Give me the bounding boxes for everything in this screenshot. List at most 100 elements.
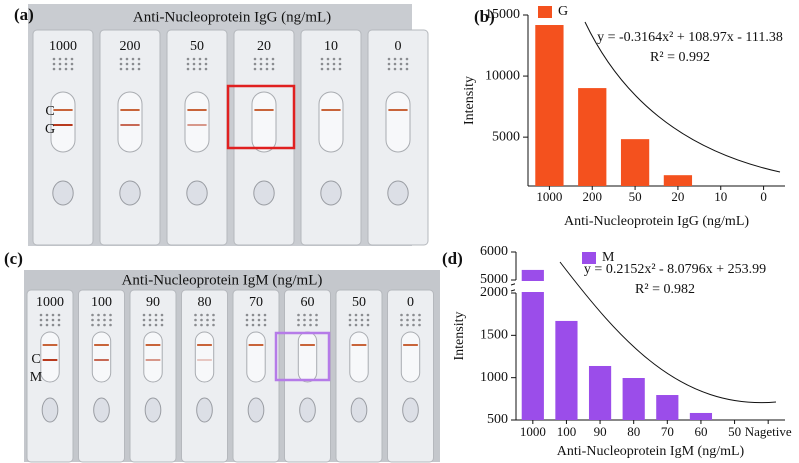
strip-dot [354, 313, 358, 317]
strip-dot [309, 318, 312, 322]
result-window [40, 331, 60, 383]
strip-dot [58, 57, 62, 61]
strip-dot [142, 323, 146, 327]
strip-dot [137, 57, 141, 61]
sample-well [350, 397, 368, 423]
bar [588, 365, 612, 420]
result-window [385, 91, 411, 153]
strip-dot [198, 67, 202, 71]
concentration-label: 10 [324, 39, 338, 54]
result-window [251, 91, 277, 153]
strip-dot [332, 57, 336, 61]
strip-dot [405, 62, 409, 66]
strip-dot [70, 62, 74, 66]
y-tick-label: 5000 [492, 129, 520, 144]
strip-dot [406, 313, 409, 317]
strip-dot [271, 62, 275, 66]
strip-dot [387, 62, 391, 66]
result-window [297, 331, 318, 383]
strip-dot [387, 57, 391, 61]
highlight-box [226, 84, 296, 150]
result-window [117, 91, 143, 153]
equation: y = 0.2152x² - 8.0796x + 253.99 [584, 262, 766, 277]
highlight-box [274, 331, 331, 382]
strip-dot [348, 318, 352, 322]
line-label: G [45, 122, 55, 137]
strip-dot [70, 67, 74, 71]
strip-dot [315, 318, 318, 322]
x-tick-label: 50 [728, 424, 741, 439]
sample-well [52, 180, 74, 206]
strip-dot [257, 313, 261, 317]
sample-well [93, 397, 110, 423]
strip-dot [212, 323, 215, 327]
equation: R² = 0.992 [650, 50, 710, 65]
strip-dot [148, 318, 152, 322]
strip-dot [204, 62, 208, 66]
strip-dot [418, 313, 421, 317]
strip-dot [64, 67, 68, 71]
strip-dot [91, 318, 94, 322]
strip-dot [400, 313, 403, 317]
concentration-label: 200 [120, 39, 141, 54]
strip-dot [119, 62, 123, 66]
bar [663, 175, 693, 186]
strip-dot [251, 323, 255, 327]
strip-dot [200, 318, 203, 322]
strip-dot [309, 323, 312, 327]
concentration-label: 50 [190, 39, 204, 54]
line-label: C [45, 104, 54, 119]
line-label: C [31, 352, 40, 367]
photo-title: Anti-Nucleoprotein IgG (ng/mL) [133, 9, 331, 25]
strip-dot [160, 323, 164, 327]
strip-dot [360, 318, 364, 322]
strip-dot [393, 67, 397, 71]
x-tick-label: 70 [661, 424, 674, 439]
panel-label: (d) [442, 249, 463, 268]
bar [535, 25, 564, 186]
strip-dot [265, 67, 269, 71]
result-window [349, 331, 369, 383]
strip-dot [303, 318, 306, 322]
fit-curve [559, 261, 777, 404]
strip-dot [320, 57, 324, 61]
strip-dot [186, 67, 190, 71]
strip-dot [251, 313, 255, 317]
strip-dot [338, 57, 342, 61]
strip-dot [366, 313, 370, 317]
strip-dot [131, 62, 135, 66]
legend-label: G [558, 4, 568, 19]
x-tick-label: 50 [629, 189, 642, 204]
strip-dot [354, 318, 358, 322]
x-tick-label: 20 [671, 189, 684, 204]
bar [620, 139, 650, 186]
strip-dot [194, 323, 197, 327]
strip-dot [51, 313, 55, 317]
strip-dot [332, 67, 336, 71]
strip-dot [303, 313, 306, 317]
bar [521, 269, 544, 420]
strip-dot [109, 323, 112, 327]
result-window [184, 91, 210, 153]
strip-dot [245, 313, 249, 317]
strip-dot [245, 318, 249, 322]
strip-dot [251, 318, 255, 322]
concentration-label: 70 [249, 295, 263, 310]
strip-dot [263, 323, 267, 327]
equation: y = -0.3164x² + 108.97x - 111.38 [597, 30, 783, 45]
x-tick-label: 10 [714, 189, 727, 204]
strip-dot [212, 318, 215, 322]
strip-dot [309, 313, 312, 317]
strip-dot [303, 323, 306, 327]
bar [578, 88, 607, 186]
y-tick-label: 500 [487, 412, 508, 427]
break-gap [515, 281, 551, 292]
strip-dot [200, 313, 203, 317]
strip-dot [399, 62, 403, 66]
strip-dot [348, 313, 352, 317]
strip-dot [412, 313, 415, 317]
bar [622, 378, 645, 420]
strip-dot [204, 67, 208, 71]
sample-well [247, 397, 265, 423]
bar [656, 395, 679, 420]
